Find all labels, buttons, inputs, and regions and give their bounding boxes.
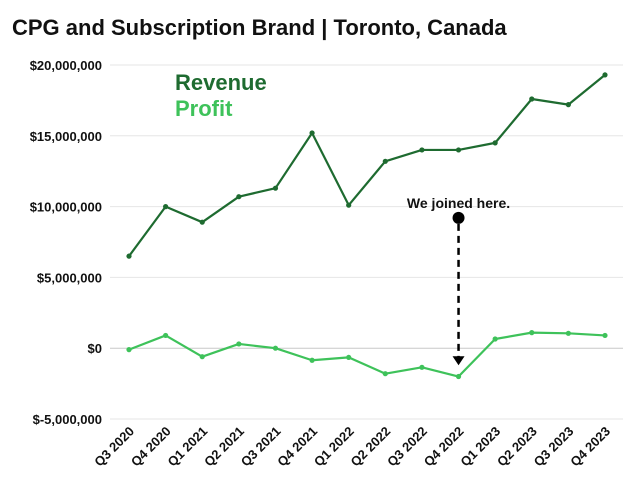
y-tick-label: $10,000,000 <box>30 200 102 215</box>
data-point-profit <box>455 373 462 380</box>
legend-revenue: Revenue <box>175 70 267 95</box>
data-point-profit <box>309 357 315 363</box>
series-line-profit <box>128 331 606 378</box>
data-point-profit <box>236 341 242 347</box>
annotation-dot <box>452 211 465 224</box>
annotation: We joined here. <box>407 195 510 366</box>
series-line-revenue <box>128 74 606 257</box>
data-point-revenue <box>236 194 242 200</box>
data-point-profit <box>602 332 608 339</box>
data-point-profit <box>272 345 279 351</box>
data-point-profit <box>346 354 352 361</box>
series-lines <box>126 72 608 380</box>
data-point-revenue <box>529 96 535 102</box>
data-point-revenue <box>455 147 462 153</box>
data-point-profit <box>492 336 498 342</box>
annotation-arrow-head <box>452 356 465 366</box>
data-point-revenue <box>199 219 205 225</box>
data-point-profit <box>126 347 132 353</box>
gridlines <box>110 64 623 420</box>
annotation-label: We joined here. <box>407 195 510 211</box>
data-point-revenue <box>565 102 571 108</box>
data-point-profit <box>529 330 535 336</box>
y-tick-label: $20,000,000 <box>30 58 102 73</box>
y-tick-label: $15,000,000 <box>30 129 102 144</box>
y-tick-label: $-5,000,000 <box>33 412 102 427</box>
y-axis-ticks: $-5,000,000 $0 $5,000,000 $10,000,000 $15,00… <box>30 58 102 427</box>
chart-title: CPG and Subscription Brand | Toronto, Ca… <box>12 15 507 40</box>
data-point-profit <box>565 330 571 336</box>
data-point-revenue <box>382 158 388 164</box>
data-point-profit <box>163 332 169 339</box>
data-point-revenue <box>346 202 352 208</box>
y-tick-label: $0 <box>88 341 102 356</box>
legend: Revenue Profit <box>175 70 267 121</box>
data-point-revenue <box>419 147 425 153</box>
data-point-revenue <box>163 204 169 210</box>
data-point-profit <box>382 371 388 377</box>
data-point-revenue <box>272 185 279 191</box>
data-point-revenue <box>126 253 132 259</box>
legend-profit: Profit <box>175 96 233 121</box>
y-tick-label: $5,000,000 <box>37 270 102 285</box>
x-tick-label: Q4 2023 <box>567 424 613 470</box>
data-point-revenue <box>602 72 608 78</box>
data-point-profit <box>419 364 425 370</box>
data-point-revenue <box>309 130 315 136</box>
data-point-profit <box>199 354 205 360</box>
data-point-revenue <box>492 140 498 146</box>
